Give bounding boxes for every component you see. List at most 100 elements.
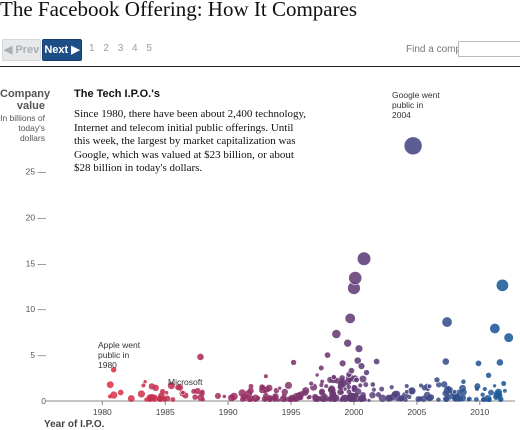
ipo-bubble-small[interactable]: [355, 398, 360, 402]
ipo-bubble[interactable]: [482, 386, 488, 392]
ipo-bubble-small[interactable]: [266, 395, 274, 402]
ipo-bubble-small[interactable]: [339, 390, 344, 395]
ipo-bubble-small[interactable]: [379, 386, 385, 392]
ipo-bubble-small[interactable]: [141, 383, 146, 388]
ipo-bubble[interactable]: [441, 357, 450, 366]
ipo-bubble[interactable]: [180, 390, 186, 396]
ipo-bubble-small[interactable]: [337, 380, 345, 388]
page-link-2[interactable]: 2: [103, 43, 109, 54]
ipo-bubble[interactable]: [344, 312, 356, 324]
ipo-bubble-small[interactable]: [152, 384, 159, 392]
ipo-bubble[interactable]: [324, 351, 332, 359]
ipo-bubble-small[interactable]: [167, 382, 175, 390]
ipo-bubble[interactable]: [433, 376, 441, 384]
ipo-bubble[interactable]: [426, 383, 433, 390]
ipo-bubble-small[interactable]: [288, 396, 294, 402]
ipo-bubble[interactable]: [441, 316, 453, 328]
ipo-bubble-small[interactable]: [459, 394, 467, 402]
ipo-bubble-small[interactable]: [328, 398, 333, 402]
ipo-bubble[interactable]: [356, 251, 372, 266]
ipo-bubble-small[interactable]: [363, 382, 369, 388]
ipo-bubble-small[interactable]: [493, 390, 502, 399]
ipo-bubble-small[interactable]: [137, 390, 146, 398]
ipo-bubble-small[interactable]: [404, 383, 409, 389]
ipo-bubble-small[interactable]: [403, 397, 408, 402]
ipo-bubble-small[interactable]: [324, 384, 329, 389]
ipo-bubble[interactable]: [348, 271, 363, 285]
ipo-bubble-small[interactable]: [481, 396, 487, 402]
ipo-bubble-small[interactable]: [441, 381, 448, 388]
ipo-bubble-small[interactable]: [256, 396, 261, 401]
ipo-bubble-small[interactable]: [248, 397, 253, 402]
ipo-bubble[interactable]: [318, 364, 325, 372]
ipo-bubble-small[interactable]: [407, 394, 412, 400]
page-link-5[interactable]: 5: [146, 43, 152, 54]
ipo-bubble-small[interactable]: [480, 392, 485, 397]
ipo-bubble-small[interactable]: [443, 386, 451, 394]
ipo-bubble[interactable]: [389, 384, 395, 390]
ipo-bubble-small[interactable]: [385, 394, 393, 402]
ipo-bubble[interactable]: [496, 358, 504, 367]
ipo-bubble-small[interactable]: [117, 389, 124, 396]
ipo-bubble[interactable]: [475, 359, 483, 367]
ipo-bubble[interactable]: [277, 385, 283, 391]
ipo-bubble[interactable]: [347, 367, 355, 375]
ipo-bubble-small[interactable]: [284, 381, 293, 390]
ipo-bubble[interactable]: [342, 386, 348, 392]
ipo-bubble[interactable]: [110, 366, 117, 374]
ipo-bubble-small[interactable]: [194, 387, 201, 395]
ipo-bubble-small[interactable]: [197, 394, 205, 402]
ipo-bubble-small[interactable]: [200, 389, 205, 394]
ipo-bubble[interactable]: [196, 353, 205, 361]
ipo-bubble[interactable]: [373, 358, 381, 366]
ipo-bubble-small[interactable]: [444, 397, 450, 402]
ipo-bubble[interactable]: [142, 379, 148, 385]
ipo-bubble[interactable]: [338, 359, 347, 368]
ipo-bubble[interactable]: [369, 381, 376, 388]
ipo-bubble-small[interactable]: [435, 381, 442, 388]
ipo-bubble-small[interactable]: [358, 395, 365, 402]
ipo-bubble-small[interactable]: [418, 383, 424, 388]
ipo-bubble-small[interactable]: [248, 383, 254, 389]
ipo-bubble-small[interactable]: [428, 394, 435, 401]
ipo-bubble-small[interactable]: [359, 375, 367, 383]
ipo-bubble[interactable]: [353, 356, 362, 365]
ipo-bubble[interactable]: [354, 344, 364, 353]
ipo-bubble-small[interactable]: [328, 385, 336, 393]
ipo-bubble-small[interactable]: [319, 389, 325, 396]
ipo-bubble-small[interactable]: [238, 389, 246, 397]
ipo-bubble-small[interactable]: [502, 388, 507, 393]
ipo-bubble[interactable]: [331, 329, 342, 339]
ipo-bubble-small[interactable]: [306, 396, 310, 400]
next-button[interactable]: Next ▶: [42, 39, 82, 61]
ipo-bubble[interactable]: [460, 378, 467, 385]
ipo-bubble-small[interactable]: [156, 395, 164, 402]
ipo-bubble-small[interactable]: [346, 384, 352, 390]
ipo-bubble-small[interactable]: [395, 397, 400, 402]
ipo-bubble-small[interactable]: [320, 379, 325, 384]
ipo-bubble[interactable]: [403, 136, 423, 156]
ipo-bubble[interactable]: [357, 382, 363, 389]
ipo-bubble-small[interactable]: [474, 386, 480, 391]
ipo-bubble-small[interactable]: [492, 384, 497, 388]
ipo-bubble-small[interactable]: [436, 397, 441, 402]
ipo-bubble-small[interactable]: [192, 394, 198, 400]
ipo-bubble[interactable]: [308, 380, 314, 387]
prev-button[interactable]: ◀ Prev: [2, 39, 41, 61]
ipo-bubble[interactable]: [330, 374, 337, 381]
ipo-bubble-small[interactable]: [408, 387, 416, 395]
ipo-bubble-small[interactable]: [260, 384, 266, 391]
ipo-bubble-small[interactable]: [347, 394, 355, 402]
ipo-bubble[interactable]: [495, 278, 509, 292]
find-company-input[interactable]: [458, 41, 520, 57]
ipo-bubble[interactable]: [353, 376, 360, 383]
ipo-bubble-small[interactable]: [159, 388, 166, 395]
ipo-bubble-small[interactable]: [319, 383, 324, 388]
page-link-4[interactable]: 4: [132, 43, 138, 54]
ipo-bubble[interactable]: [357, 362, 366, 370]
ipo-bubble-small[interactable]: [466, 397, 470, 402]
ipo-bubble-small[interactable]: [367, 398, 371, 402]
ipo-bubble-small[interactable]: [247, 387, 254, 394]
page-link-1[interactable]: 1: [89, 43, 95, 54]
ipo-bubble-small[interactable]: [473, 397, 479, 402]
